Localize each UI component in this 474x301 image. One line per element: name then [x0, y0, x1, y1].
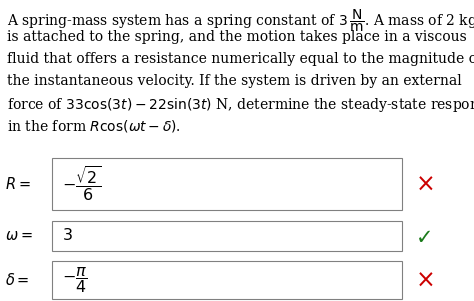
Text: $\times$: $\times$	[415, 172, 434, 196]
Text: in the form $R\cos(\omega t - \delta)$.: in the form $R\cos(\omega t - \delta)$.	[7, 118, 181, 134]
Text: is attached to the spring, and the motion takes place in a viscous: is attached to the spring, and the motio…	[7, 30, 467, 44]
Text: $R =$: $R =$	[5, 176, 31, 192]
Text: $3$: $3$	[62, 228, 73, 244]
Bar	[52, 221, 402, 251]
Text: $\omega =$: $\omega =$	[5, 229, 33, 243]
Bar	[52, 261, 402, 299]
Text: $\checkmark$: $\checkmark$	[415, 226, 431, 246]
Text: the instantaneous velocity. If the system is driven by an external: the instantaneous velocity. If the syste…	[7, 74, 462, 88]
Text: $-\dfrac{\pi}{4}$: $-\dfrac{\pi}{4}$	[62, 265, 88, 295]
Text: force of $33\cos(3t) - 22\sin(3t)$ N, determine the steady-state response: force of $33\cos(3t) - 22\sin(3t)$ N, de…	[7, 96, 474, 114]
Text: A spring-mass system has a spring constant of $3\,\dfrac{\mathrm{N}}{\mathrm{m}}: A spring-mass system has a spring consta…	[7, 8, 474, 34]
Text: $-\dfrac{\sqrt{2}}{6}$: $-\dfrac{\sqrt{2}}{6}$	[62, 165, 101, 203]
Text: fluid that offers a resistance numerically equal to the magnitude of: fluid that offers a resistance numerical…	[7, 52, 474, 66]
Bar	[52, 158, 402, 210]
Text: $\times$: $\times$	[415, 268, 434, 292]
Text: $\delta =$: $\delta =$	[5, 272, 29, 288]
